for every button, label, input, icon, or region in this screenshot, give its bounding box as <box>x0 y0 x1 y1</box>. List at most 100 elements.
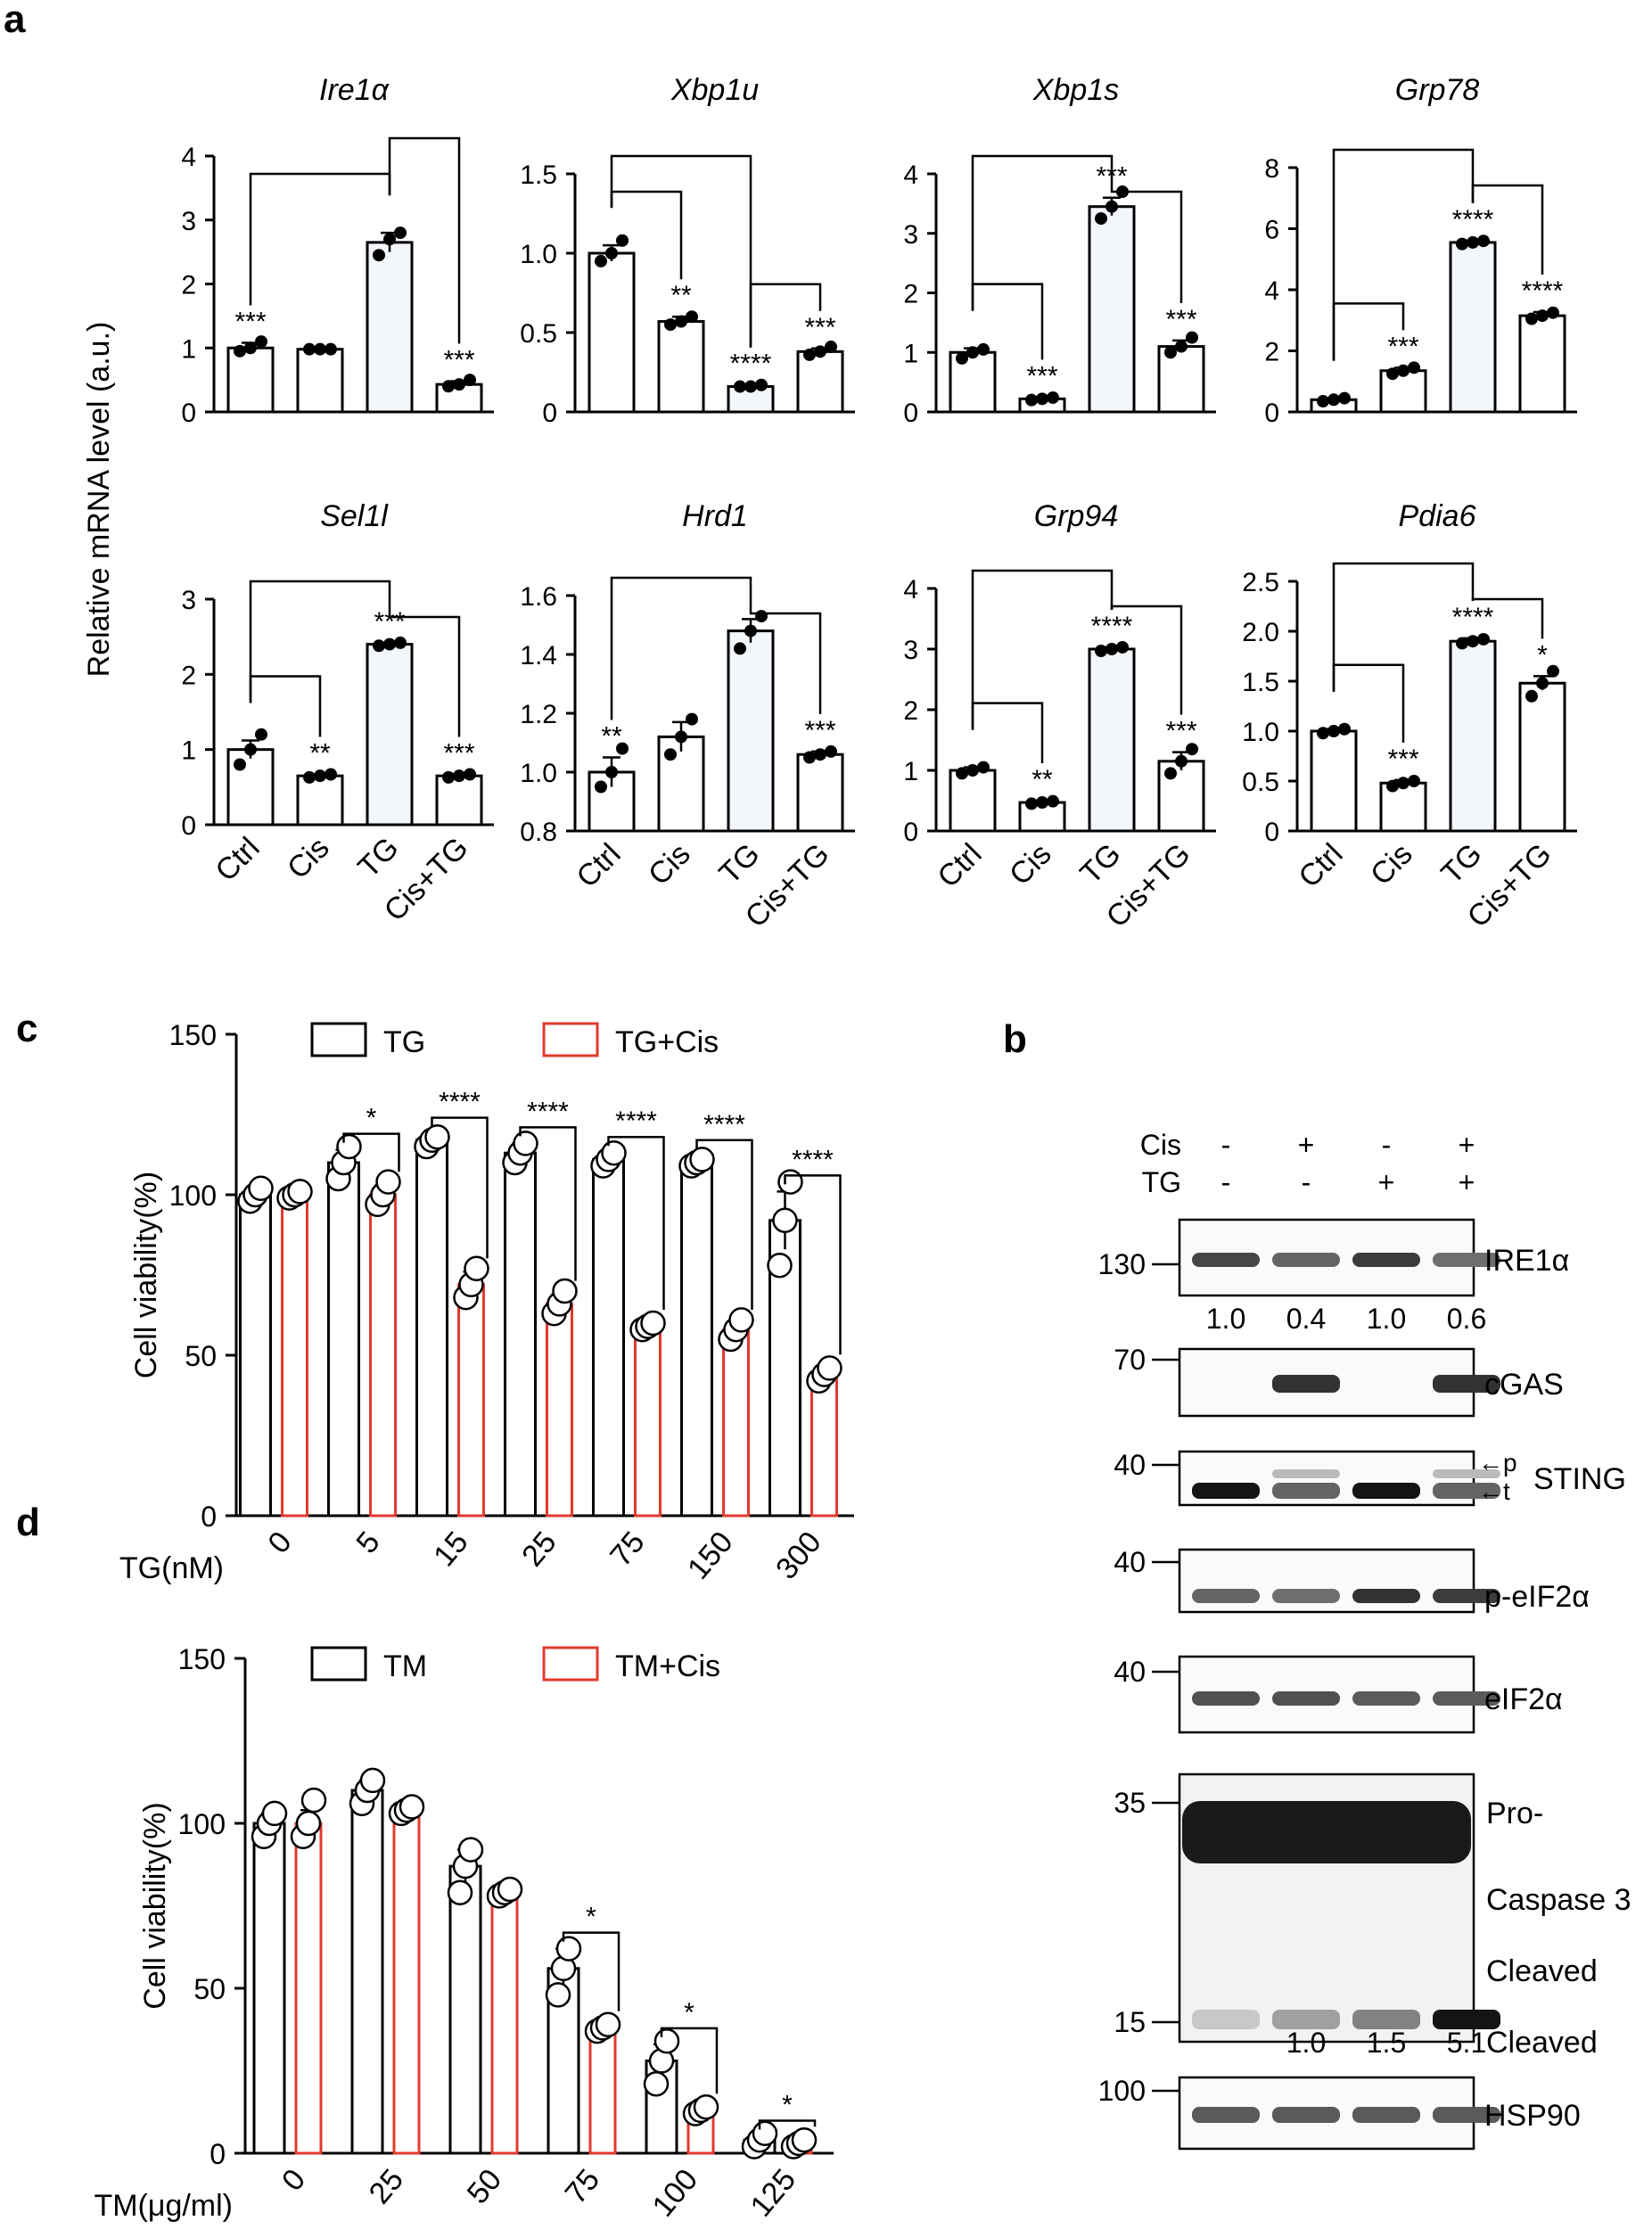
data-point-ire1a <box>244 341 257 355</box>
comparison-bracket-c <box>784 1174 842 1355</box>
data-point-sel1l <box>303 770 316 784</box>
x-tick-label-grp94: Cis <box>1003 837 1058 892</box>
bar-xbp1s-TG <box>1088 205 1136 414</box>
y-tick-label-hrd1: 1.4 <box>520 641 557 670</box>
data-point-pdia6 <box>1338 722 1351 736</box>
x-tick-label-c: 25 <box>515 1526 563 1573</box>
bar-pdia6-Cis <box>1379 781 1427 833</box>
data-point-pdia6 <box>1408 775 1420 787</box>
band-ire1a <box>1352 1253 1420 1267</box>
data-point-c <box>424 1123 450 1150</box>
bar-c-s2-5 <box>369 1193 397 1518</box>
data-point-sel1l <box>383 637 396 651</box>
data-point-c <box>767 1252 793 1279</box>
x-tick-label-c: 75 <box>604 1526 651 1573</box>
sig-label-d: * <box>684 1998 694 2027</box>
sting-arrow-t: ←t <box>1478 1477 1510 1505</box>
comparison-bracket-grp78 <box>1332 148 1475 361</box>
data-point-c <box>513 1131 538 1156</box>
y-tick-label-grp78: 6 <box>1264 216 1279 245</box>
comparison-bracket-pdia6 <box>1471 597 1544 639</box>
y-tick-label-xbp1u: 0 <box>542 399 557 428</box>
data-point-grp94 <box>1095 645 1107 658</box>
y-tick-label-d: 0 <box>210 2138 226 2170</box>
bar-pdia6-TG <box>1449 639 1497 833</box>
legend-label-d-1: TM <box>383 1649 427 1683</box>
sig-label-c: **** <box>615 1106 657 1136</box>
data-point-xbp1u <box>616 234 629 247</box>
data-point-hrd1 <box>605 766 618 778</box>
data-point-xbp1u <box>734 380 746 393</box>
sig-label-hrd1: ** <box>601 722 622 752</box>
comparison-bracket-grp78 <box>1471 184 1544 276</box>
data-point-sel1l <box>244 743 257 756</box>
x-tick-label-pdia6: Cis <box>1364 837 1419 892</box>
y-tick-label-sel1l: 1 <box>181 736 196 766</box>
data-point-grp78 <box>1525 312 1538 325</box>
data-point-xbp1u <box>803 348 816 361</box>
bar-grp78-Cis+TG <box>1518 314 1566 414</box>
quant-cleaved-label: Cleaved <box>1486 2026 1598 2060</box>
chart-title-hrd1: Hrd1 <box>682 499 748 533</box>
data-point-ire1a <box>373 249 385 262</box>
y-tick-label-grp94: 0 <box>903 818 918 847</box>
data-point-d <box>300 1787 327 1814</box>
y-tick-label-ire1a: 1 <box>181 334 196 364</box>
bar-xbp1s-Cis+TG <box>1157 345 1205 414</box>
data-point-ire1a <box>383 233 396 246</box>
data-point-xbp1s <box>1025 393 1038 407</box>
lane-mark: - <box>1302 1166 1311 1198</box>
data-point-ire1a <box>442 380 455 393</box>
data-point-d <box>752 2120 778 2147</box>
data-point-grp78 <box>1408 361 1420 374</box>
bar-d-s1-25 <box>350 1789 384 2155</box>
data-point-xbp1u <box>675 315 687 328</box>
data-point-d <box>545 1982 571 2008</box>
data-point-pdia6 <box>1386 779 1399 793</box>
data-point-grp94 <box>977 761 990 774</box>
sig-label-grp78: **** <box>1452 205 1494 234</box>
blot-ire1a: 130 IRE1α <box>1098 1218 1569 1297</box>
data-point-grp94 <box>1186 743 1198 756</box>
blot-hsp90: 100 HSP90 <box>1098 2075 1581 2151</box>
y-tick-label-hrd1: 0.8 <box>520 818 557 847</box>
band-cgas <box>1433 1375 1500 1393</box>
blot-sting: 40 ←p←t STING <box>1114 1449 1626 1507</box>
bar-c-s1-150 <box>680 1161 713 1518</box>
x-tick-label-grp94: TG <box>1073 837 1127 891</box>
data-point-hrd1 <box>755 610 768 623</box>
x-tick-label-hrd1: Cis <box>642 837 697 892</box>
data-point-grp78 <box>1317 395 1329 408</box>
band-sting-p <box>1433 1469 1500 1478</box>
band-peif2a <box>1192 1589 1260 1603</box>
data-point-pdia6 <box>1477 632 1490 646</box>
chart-title-grp78: Grp78 <box>1395 73 1480 107</box>
y-tick-label-ire1a: 3 <box>181 207 196 236</box>
x-tick-label-d: 0 <box>275 2163 312 2198</box>
y-tick-label-xbp1s: 3 <box>903 220 918 250</box>
band-peif2a <box>1352 1589 1420 1603</box>
data-point-xbp1s <box>1175 340 1188 353</box>
x-axis-title-d: TM(μg/ml) <box>94 2189 233 2223</box>
bar-d-s2-0 <box>294 1822 323 2155</box>
panel-label-c: c <box>16 1007 37 1050</box>
bar-sel1l-Cis <box>296 774 344 827</box>
y-tick-label-xbp1s: 4 <box>903 160 918 190</box>
data-point-d <box>457 1837 484 1863</box>
legend-swatch-c-1 <box>310 1022 367 1057</box>
band-casp3 <box>1192 2010 1260 2029</box>
comparison-bracket-xbp1u <box>610 154 752 348</box>
y-tick-label-d: 150 <box>178 1643 226 1675</box>
bar-sel1l-Cis+TG <box>435 774 483 827</box>
x-axis-title-c: TG(nM) <box>119 1551 224 1585</box>
blot-label-peif2a: p-eIF2α <box>1484 1580 1590 1614</box>
comparison-bracket-c <box>519 1126 577 1281</box>
data-point-grp94 <box>1116 640 1129 654</box>
bar-ire1a-Cis <box>296 348 344 414</box>
sig-label-xbp1s: *** <box>1165 305 1196 334</box>
comparison-bracket-grp94 <box>971 702 1044 763</box>
data-point-xbp1s <box>1047 391 1059 404</box>
sig-label-pdia6: * <box>1537 640 1548 670</box>
sig-label-xbp1u: ** <box>670 281 692 310</box>
